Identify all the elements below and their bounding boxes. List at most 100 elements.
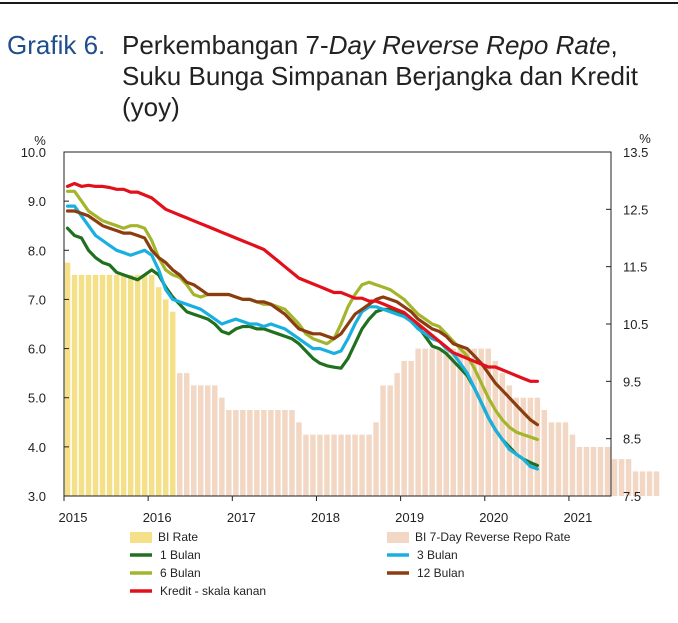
right-tick-label: 12.5 [623,202,648,217]
bar-bi-rate-14 [163,299,169,496]
x-tick-label: 2020 [479,510,508,525]
bar-bi7drr-33 [408,360,414,496]
x-tick-label: 2015 [59,510,88,525]
left-tick-label: 6.0 [28,342,46,357]
chart-title: Grafik 6. Perkembangan 7-Day Reverse Repo… [7,30,638,123]
right-tick-label: 13.5 [623,145,648,160]
bar-bi-rate-15 [170,311,176,496]
bar-bi7drr-40 [457,348,463,496]
bar-bi7drr-26 [359,434,365,496]
series-line-3-bulan [65,204,540,471]
bar-bi7drr-65 [632,471,639,496]
bar-bi7drr-55 [562,422,569,496]
right-tick-label: 7.5 [623,489,641,504]
legend-swatch [387,532,409,543]
title-prefix: Perkembangan 7- [122,30,329,60]
bar-bi7drr-49 [520,397,527,496]
bar-bi7drr-11 [254,410,260,496]
bar-bi7drr-6 [219,397,225,496]
bar-bi7drr-41 [464,348,470,496]
legend-item-6-bulan: 6 Bulan [130,566,201,580]
bar-bi7drr-34 [415,348,421,496]
x-tick-label: 2021 [563,510,592,525]
bar-bi7drr-18 [303,434,309,496]
bar-bi7drr-66 [639,471,646,496]
bar-bi-rate-7 [113,274,120,496]
bar-bi7drr-42 [471,348,477,496]
bar-bi7drr-31 [394,373,400,496]
bar-bi7drr-21 [324,434,330,496]
bar-bi7drr-25 [352,434,358,496]
bar-bi7drr-56 [569,434,576,496]
bar-bi7drr-13 [268,410,274,496]
legend-item-bi-rate: BI Rate [130,530,198,544]
legend-item-kredit-skala-kanan: Kredit - skala kanan [130,584,266,598]
legend-label: 3 Bulan [417,548,458,562]
bar-bi7drr-39 [450,348,456,496]
bar-bi7drr-62 [611,459,618,496]
left-tick-label: 4.0 [28,440,46,455]
bar-bi-rate-5 [99,274,106,496]
bar-bi7drr-22 [331,434,337,496]
bar-bi7drr-23 [338,434,344,496]
bar-bi-rate-6 [106,274,113,496]
bar-bi7drr-57 [576,446,583,496]
bar-bi7drr-36 [429,348,435,496]
bar-bi7drr-28 [373,422,379,496]
left-tick-label: 10.0 [21,145,46,160]
bar-bi7drr-32 [401,360,407,496]
bar-bi7drr-2 [191,385,197,496]
bar-bi7drr-52 [541,410,548,496]
bar-bi7drr-46 [499,373,506,496]
bar-bi7drr-47 [506,385,513,496]
right-tick-label: 8.5 [623,432,641,447]
bar-bi7drr-53 [548,422,555,496]
bar-bi7drr-67 [646,471,653,496]
legend-label: BI Rate [158,530,198,544]
series-line-12-bulan [65,209,540,427]
bar-bi7drr-24 [345,434,351,496]
bar-bi7drr-5 [212,385,218,496]
legend-item-12-bulan: 12 Bulan [387,566,464,580]
bar-bi-rate-0 [64,262,71,496]
left-tick-label: 8.0 [28,243,46,258]
bar-bi7drr-19 [310,434,316,496]
bar-bi7drr-4 [205,385,211,496]
bar-bi-rate-13 [155,287,162,496]
series-line-1-bulan [65,226,540,468]
bar-bi7drr-61 [604,446,611,496]
bars-layer [64,262,660,496]
bar-bi7drr-43 [478,348,484,496]
bar-bi7drr-59 [590,446,597,496]
bar-bi7drr-10 [247,410,253,496]
bar-bi7drr-15 [282,410,288,496]
legend-item-bi-7-day-reverse-repo-rate: BI 7-Day Reverse Repo Rate [387,530,571,544]
bar-bi7drr-54 [555,422,562,496]
right-tick-label: 10.5 [623,317,648,332]
bar-bi7drr-35 [422,348,428,496]
bar-bi7drr-68 [653,471,660,496]
legend-label: 1 Bulan [160,548,201,562]
bar-bi7drr-38 [443,348,449,496]
bar-bi7drr-50 [527,397,534,496]
bar-bi7drr-20 [317,434,323,496]
bar-bi7drr-17 [296,422,302,496]
legend-label: 12 Bulan [417,566,464,580]
bar-bi-rate-10 [134,274,141,496]
legend-label: 6 Bulan [160,566,201,580]
bar-bi7drr-37 [436,348,442,496]
bar-bi7drr-63 [618,459,625,496]
left-tick-label: 3.0 [28,489,46,504]
title-suffix: , [610,30,618,60]
bar-bi-rate-4 [92,274,99,496]
right-tick-label: 9.5 [623,374,641,389]
title-line-3: (yoy) [122,92,180,122]
bar-bi7drr-8 [233,410,239,496]
bar-bi-rate-3 [85,274,92,496]
bar-bi7drr-16 [289,410,295,496]
bar-bi7drr-64 [625,459,632,496]
legend-swatch [130,532,152,543]
bar-bi7drr-58 [583,446,590,496]
legend-item-1-bulan: 1 Bulan [130,548,201,562]
bar-bi7drr-30 [387,385,393,496]
